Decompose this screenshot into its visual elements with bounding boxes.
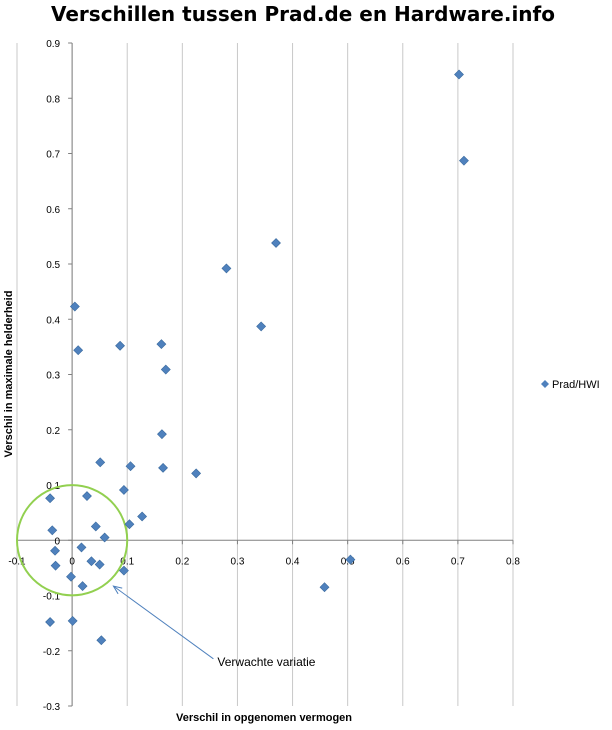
data-point [345,554,356,565]
data-point [47,525,58,536]
data-point [459,155,469,166]
data-point [95,457,106,468]
data-point [76,542,87,553]
y-tick-label: 0 [55,536,61,547]
data-point [125,461,136,472]
data-point [50,560,61,571]
x-tick-label: 0.7 [451,556,465,567]
y-tick-label: 0.2 [46,426,60,437]
y-tick-label: 0.8 [46,94,60,105]
data-point [454,69,464,80]
y-tick-label: 0.6 [46,205,60,216]
annotation-arrow-head [112,585,123,595]
data-point [67,615,78,626]
x-axis-title: Verschil in opgenomen vermogen [176,712,352,724]
y-tick-label: 0.9 [46,39,60,50]
legend: Prad/HWI [541,379,600,391]
data-point [94,559,105,570]
data-point [82,491,92,501]
y-tick-label: -0.2 [43,647,61,658]
expected-variation-circle [16,484,129,597]
data-point [124,519,135,530]
data-point [118,565,129,576]
data-point [319,582,330,593]
y-tick-label: 0.3 [46,371,60,382]
data-point [90,521,101,532]
data-point [256,321,267,332]
annotation-text: Verwachte variatie [217,655,315,669]
x-tick-label: 0.1 [120,556,134,567]
data-point [99,532,110,543]
x-tick-label: -0.1 [8,556,26,567]
data-point [96,635,107,646]
y-tick-label: -0.1 [43,592,61,603]
data-point [137,511,148,522]
y-tick-label: -0.3 [43,702,61,713]
data-point [157,429,167,440]
data-point [271,238,281,248]
data-point [158,462,168,473]
data-point [45,617,55,627]
chart-title: Verschillen tussen Prad.de en Hardware.i… [51,2,555,26]
y-tick-label: 0.4 [46,315,60,326]
plot-background [17,43,513,706]
legend-label: Prad/HWI [552,379,600,391]
x-tick-label: 0.2 [175,556,189,567]
x-tick-label: 0.6 [396,556,410,567]
x-tick-label: 0 [69,556,75,567]
annotation-shapes [16,484,129,597]
data-point [66,571,76,582]
data-points [45,69,469,646]
data-point [77,581,88,592]
x-tick-label: 0.8 [506,556,520,567]
data-point [221,263,232,274]
y-axis-title: Verschil in maximale helderheid [3,291,15,458]
x-tick-label: 0.3 [230,556,244,567]
data-point [160,364,171,375]
y-tick-label: 0.1 [46,481,60,492]
data-point [45,493,55,504]
data-point [86,556,97,567]
annotations: Verwachte variatie [112,585,316,669]
data-point [191,468,202,479]
y-tick-label: 0.5 [46,260,60,271]
data-point [118,485,129,495]
data-point [115,340,125,351]
data-point [69,301,80,312]
data-point [50,545,60,556]
y-tick-label: 0.7 [46,150,60,161]
y-tick-labels: -0.3 -0.2 -0.1 0 0.1 0.2 0.3 0.4 0.5 0.6 0.7 0.8 0.9 [43,39,61,713]
data-point [156,339,167,350]
plot-area: -0.100.10.20.30.40.50.60.70.8 -0.3-0.2-0… [8,39,520,713]
data-point [73,345,84,356]
x-tick-label: 0.4 [286,556,300,567]
legend-marker-diamond [541,380,549,388]
annotation-arrow-line [113,585,214,660]
